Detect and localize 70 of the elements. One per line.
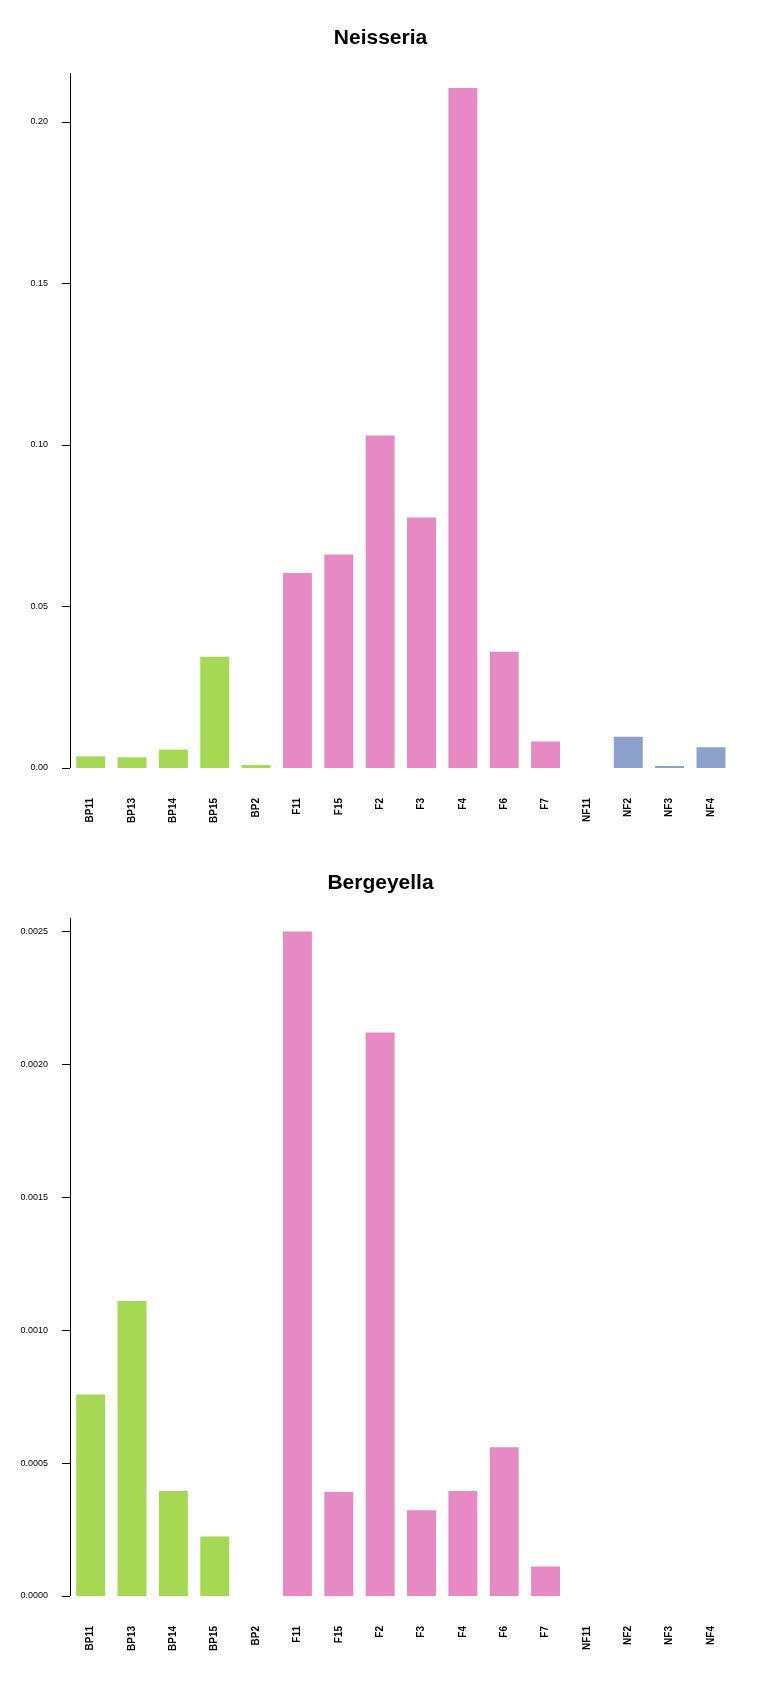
- bar: [76, 756, 106, 768]
- bar: [613, 736, 643, 768]
- x-tick-label: F2: [373, 1625, 385, 1638]
- y-tick-label: 0.05: [30, 600, 48, 611]
- bar: [241, 765, 271, 768]
- x-tick-label: BP15: [208, 1625, 220, 1651]
- bar: [489, 651, 519, 768]
- bar: [489, 1447, 519, 1596]
- bar: [158, 1491, 188, 1596]
- chart-title: Bergeyella: [327, 870, 434, 894]
- x-tick-label: NF4: [704, 1625, 716, 1645]
- x-tick-label: F11: [291, 1625, 303, 1643]
- bar: [365, 1032, 395, 1596]
- y-tick-label: 0.0015: [20, 1191, 48, 1202]
- bar: [76, 1394, 106, 1596]
- bar: [365, 435, 395, 768]
- x-tick-label: NF11: [580, 1625, 592, 1650]
- x-tick-label: F15: [332, 1625, 344, 1644]
- y-tick-label: 0.0005: [20, 1457, 48, 1468]
- bar: [696, 747, 726, 768]
- x-tick-label: BP2: [249, 1625, 261, 1646]
- x-tick-label: BP14: [167, 1625, 179, 1651]
- x-tick-label: BP2: [249, 797, 261, 818]
- x-tick-label: F4: [456, 1625, 468, 1638]
- y-tick-label: 0.15: [30, 277, 48, 288]
- bar: [200, 656, 230, 768]
- x-tick-label: F2: [373, 797, 385, 810]
- bar: [448, 88, 478, 768]
- x-tick-label: BP13: [125, 797, 137, 823]
- y-tick-label: 0.00: [30, 762, 48, 773]
- bar: [407, 1510, 436, 1596]
- bar: [531, 1566, 561, 1596]
- x-tick-label: F3: [415, 1625, 427, 1638]
- y-tick-label: 0.0020: [20, 1058, 48, 1069]
- bar: [407, 517, 436, 768]
- x-tick-label: NF4: [704, 797, 716, 817]
- bar: [117, 757, 147, 768]
- x-tick-label: NF2: [622, 797, 634, 817]
- x-tick-label: F6: [497, 1625, 509, 1638]
- chart-title: Neisseria: [333, 25, 428, 49]
- x-tick-label: BP14: [167, 797, 179, 823]
- y-tick-label: 0.0025: [20, 925, 48, 936]
- x-tick-label: BP13: [125, 1625, 137, 1651]
- x-tick-label: BP11: [84, 1625, 96, 1651]
- bar: [531, 741, 561, 768]
- bar: [324, 554, 354, 768]
- y-tick-label: 0.0010: [20, 1324, 48, 1335]
- x-tick-label: NF2: [622, 1625, 634, 1645]
- x-tick-label: NF3: [663, 1625, 675, 1645]
- y-tick-label: 0.0000: [20, 1590, 48, 1601]
- bar: [200, 1536, 230, 1596]
- bar: [324, 1492, 354, 1596]
- y-tick-label: 0.10: [30, 439, 48, 450]
- x-tick-label: F7: [539, 1625, 551, 1638]
- x-tick-label: NF11: [580, 797, 592, 822]
- x-tick-label: F3: [415, 797, 427, 810]
- x-tick-label: F4: [456, 797, 468, 810]
- bar: [282, 573, 312, 768]
- x-tick-label: F15: [332, 797, 344, 816]
- bar: [158, 749, 188, 768]
- bar: [117, 1300, 147, 1596]
- bar: [448, 1491, 478, 1596]
- x-tick-label: BP11: [84, 797, 96, 823]
- x-tick-label: F11: [291, 797, 303, 815]
- y-tick-label: 0.20: [30, 116, 48, 127]
- x-tick-label: F7: [539, 797, 551, 810]
- bar: [282, 931, 312, 1596]
- x-tick-label: NF3: [663, 797, 675, 817]
- x-tick-label: F6: [497, 797, 509, 810]
- x-tick-label: BP15: [208, 797, 220, 823]
